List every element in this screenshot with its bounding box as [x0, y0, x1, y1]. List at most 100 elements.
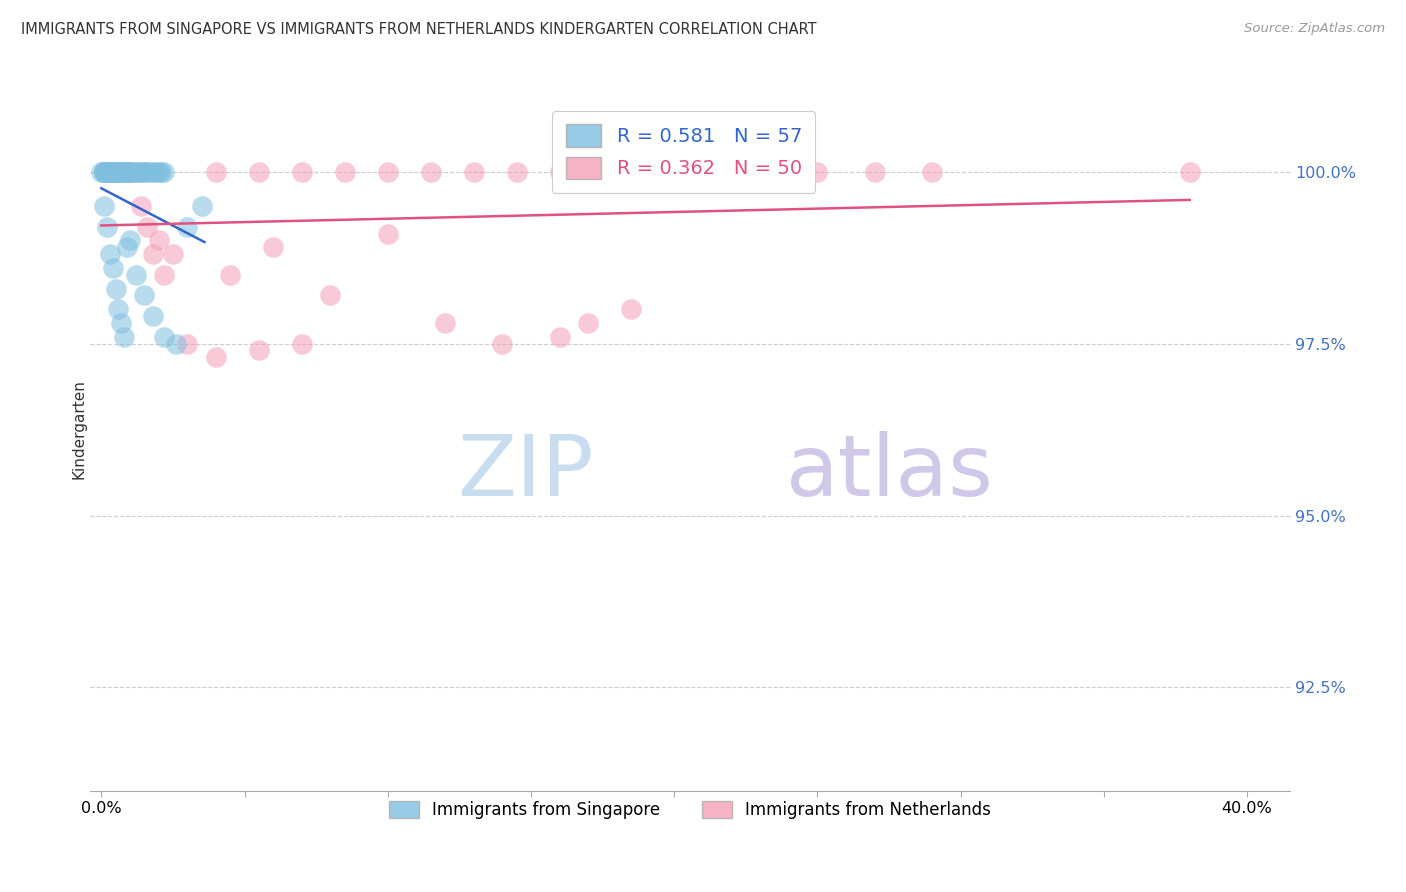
Point: [104, 282, 127, 296]
Point: [104, 164, 127, 178]
Point: [205, 164, 228, 178]
Point: [110, 164, 132, 178]
Point: [592, 164, 614, 178]
Point: [548, 329, 571, 343]
Point: [148, 234, 170, 248]
Point: [134, 288, 156, 302]
Point: [118, 164, 141, 178]
Text: ZIP: ZIP: [457, 432, 593, 515]
Point: [247, 343, 270, 358]
Point: [142, 309, 165, 323]
Point: [118, 164, 141, 178]
Point: [107, 164, 129, 178]
Point: [107, 302, 129, 317]
Point: [134, 164, 156, 178]
Point: [93, 164, 115, 178]
Point: [101, 164, 124, 178]
Point: [291, 336, 314, 351]
Point: [134, 164, 156, 178]
Point: [1178, 164, 1201, 178]
Point: [98, 247, 121, 261]
Point: [434, 316, 457, 330]
Point: [131, 199, 153, 213]
Text: Source: ZipAtlas.com: Source: ZipAtlas.com: [1244, 22, 1385, 36]
Point: [505, 164, 527, 178]
Point: [98, 164, 121, 178]
Point: [219, 268, 242, 282]
Point: [98, 164, 121, 178]
Point: [291, 164, 314, 178]
Point: [205, 351, 228, 365]
Point: [110, 164, 132, 178]
Point: [93, 164, 115, 178]
Point: [96, 164, 118, 178]
Point: [662, 164, 685, 178]
Point: [98, 164, 121, 178]
Y-axis label: Kindergarten: Kindergarten: [72, 380, 86, 480]
Point: [148, 164, 170, 178]
Point: [118, 164, 141, 178]
Point: [165, 336, 187, 351]
Point: [118, 164, 141, 178]
Point: [125, 164, 148, 178]
Point: [153, 329, 176, 343]
Point: [150, 164, 173, 178]
Point: [377, 164, 399, 178]
Point: [921, 164, 943, 178]
Point: [101, 164, 124, 178]
Point: [104, 164, 127, 178]
Point: [319, 288, 342, 302]
Point: [101, 164, 124, 178]
Point: [112, 164, 135, 178]
Point: [491, 336, 513, 351]
Point: [112, 164, 135, 178]
Point: [576, 316, 599, 330]
Point: [115, 164, 138, 178]
Point: [620, 302, 643, 317]
Text: atlas: atlas: [786, 432, 994, 515]
Point: [463, 164, 485, 178]
Point: [104, 164, 127, 178]
Point: [749, 164, 772, 178]
Point: [110, 316, 132, 330]
Point: [162, 247, 184, 261]
Point: [377, 227, 399, 241]
Point: [93, 164, 115, 178]
Point: [115, 164, 138, 178]
Point: [142, 247, 165, 261]
Point: [121, 164, 143, 178]
Point: [247, 164, 270, 178]
Point: [128, 164, 150, 178]
Point: [153, 268, 176, 282]
Point: [112, 164, 135, 178]
Point: [142, 164, 165, 178]
Point: [333, 164, 356, 178]
Point: [131, 164, 153, 178]
Point: [115, 240, 138, 254]
Point: [806, 164, 828, 178]
Point: [153, 164, 176, 178]
Point: [90, 164, 112, 178]
Point: [706, 164, 728, 178]
Point: [118, 234, 141, 248]
Point: [96, 164, 118, 178]
Point: [190, 199, 212, 213]
Point: [98, 164, 121, 178]
Point: [145, 164, 167, 178]
Point: [107, 164, 129, 178]
Text: IMMIGRANTS FROM SINGAPORE VS IMMIGRANTS FROM NETHERLANDS KINDERGARTEN CORRELATIO: IMMIGRANTS FROM SINGAPORE VS IMMIGRANTS …: [21, 22, 817, 37]
Point: [96, 164, 118, 178]
Point: [101, 260, 124, 275]
Point: [863, 164, 886, 178]
Point: [419, 164, 441, 178]
Point: [176, 219, 198, 234]
Point: [176, 336, 198, 351]
Point: [98, 164, 121, 178]
Point: [93, 164, 115, 178]
Point: [93, 199, 115, 213]
Point: [112, 329, 135, 343]
Point: [96, 219, 118, 234]
Point: [262, 240, 284, 254]
Point: [96, 164, 118, 178]
Point: [110, 164, 132, 178]
